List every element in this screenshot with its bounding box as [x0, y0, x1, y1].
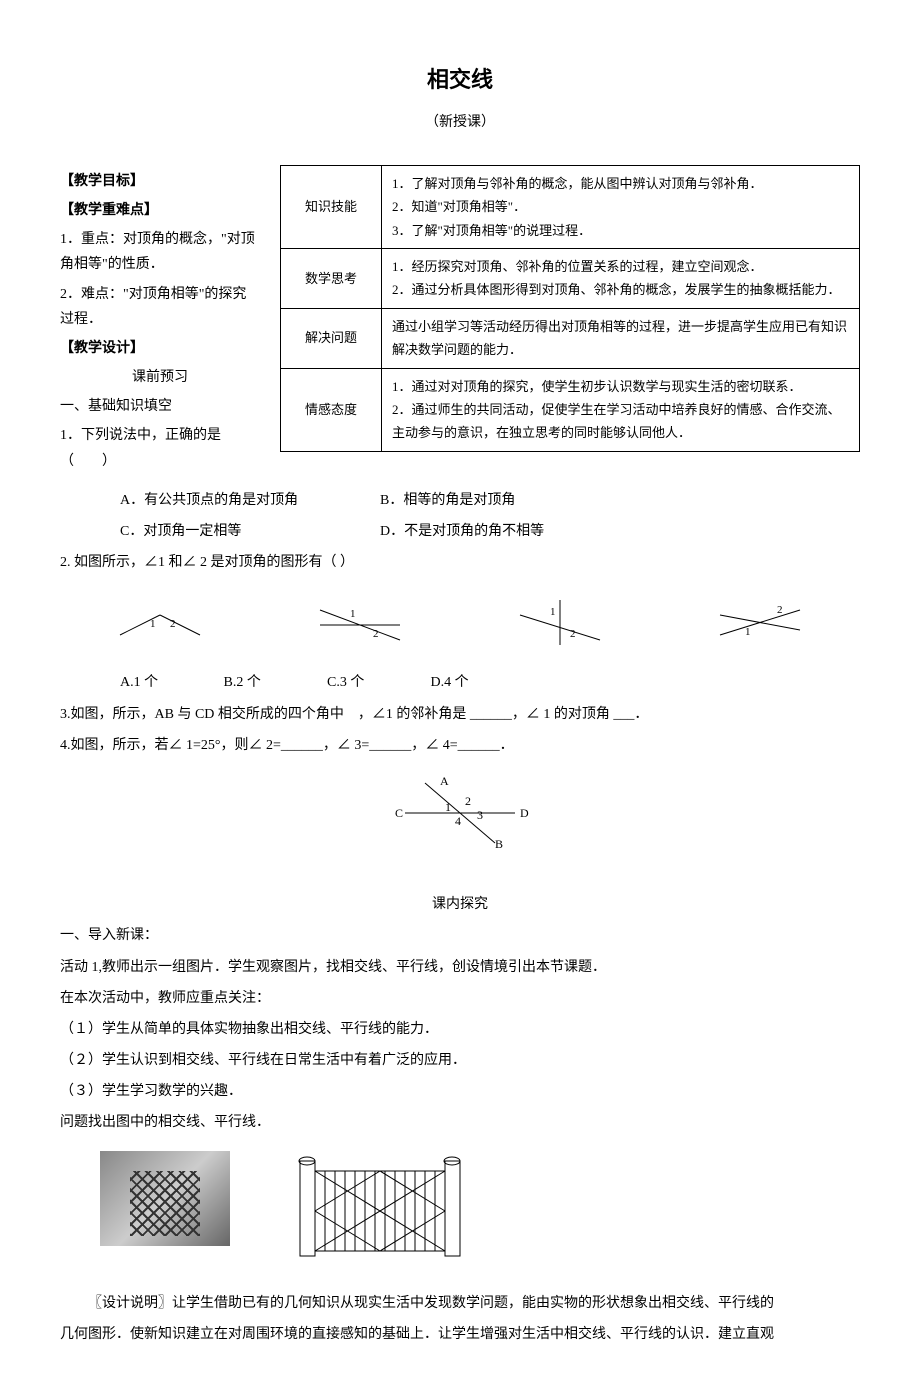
svg-text:1: 1	[445, 800, 451, 814]
svg-text:A: A	[440, 774, 449, 788]
q1-opt-c: C．对顶角一定相等	[120, 519, 380, 544]
q2-opt-c: C.3 个	[327, 670, 407, 695]
cell-label: 解决问题	[281, 308, 382, 368]
q2-fig-3: 12	[515, 595, 605, 650]
heading-keypoints: 【教学重难点】	[60, 198, 260, 223]
q1-opt-a: A．有公共顶点的角是对顶角	[120, 488, 380, 513]
cell-content: 1．了解对顶角与邻补角的概念，能从图中辨认对顶角与邻补角． 2．知道"对顶角相等…	[382, 165, 860, 248]
activity-5: （３）学生学习数学的兴趣．	[60, 1079, 860, 1104]
table-row: 知识技能 1．了解对顶角与邻补角的概念，能从图中辨认对顶角与邻补角． 2．知道"…	[281, 165, 860, 248]
example-images	[60, 1151, 860, 1261]
q2-opt-b: B.2 个	[224, 670, 304, 695]
gate-drawing	[290, 1151, 470, 1261]
table-row: 数学思考 1．经历探究对顶角、邻补角的位置关系的过程，建立空间观念． 2．通过分…	[281, 248, 860, 308]
cell-label: 知识技能	[281, 165, 382, 248]
table-row: 解决问题 通过小组学习等活动经历得出对顶角相等的过程，进一步提高学生应用已有知识…	[281, 308, 860, 368]
heading-intro: 一、导入新课：	[60, 923, 860, 948]
svg-text:D: D	[520, 806, 529, 820]
activity-4: （２）学生认识到相交线、平行线在日常生活中有着广泛的应用．	[60, 1048, 860, 1073]
cell-label: 数学思考	[281, 248, 382, 308]
activity-1: 活动 1,教师出示一组图片．学生观察图片，找相交线、平行线，创设情境引出本节课题…	[60, 955, 860, 980]
activity-2: 在本次活动中，教师应重点关注：	[60, 986, 860, 1011]
objectives-table: 知识技能 1．了解对顶角与邻补角的概念，能从图中辨认对顶角与邻补角． 2．知道"…	[280, 165, 860, 452]
body-content: A．有公共顶点的角是对顶角B．相等的角是对顶角 C．对顶角一定相等D．不是对顶角…	[60, 488, 860, 1347]
svg-text:1: 1	[350, 608, 356, 620]
svg-text:2: 2	[465, 794, 471, 808]
q4-figure: A B C D 123 4	[60, 773, 860, 862]
q1-options: A．有公共顶点的角是对顶角B．相等的角是对顶角 C．对顶角一定相等D．不是对顶角…	[60, 488, 860, 544]
subtitle: （新授课）	[60, 110, 860, 135]
q2-stem: 2. 如图所示，∠1 和∠ 2 是对顶角的图形有（ ）	[60, 550, 860, 575]
heading-objective: 【教学目标】	[60, 169, 260, 194]
q2-opt-a: A.1 个	[120, 670, 200, 695]
photo-scissor-lift	[100, 1151, 230, 1246]
top-section: 【教学目标】 【教学重难点】 1．重点：对顶角的概念，"对顶角相等"的性质． 2…	[60, 165, 860, 478]
q2-figures: 12 12 12 12	[60, 595, 860, 650]
cell-content: 1．通过对对顶角的探究，使学生初步认识数学与现实生活的密切联系． 2．通过师生的…	[382, 368, 860, 451]
q4-svg: A B C D 123 4	[385, 773, 535, 853]
svg-text:2: 2	[170, 618, 176, 630]
heading-section1: 一、基础知识填空	[60, 394, 260, 419]
svg-text:1: 1	[745, 626, 751, 638]
q2-fig-4: 12	[715, 595, 805, 650]
activity-6: 问题找出图中的相交线、平行线．	[60, 1110, 860, 1135]
svg-text:1: 1	[150, 618, 156, 630]
q1-opt-b: B．相等的角是对顶角	[380, 488, 640, 513]
design-note-1: 〖设计说明〗让学生借助已有的几何知识从现实生活中发现数学问题，能由实物的形状想象…	[60, 1291, 860, 1316]
q2-opt-d: D.4 个	[431, 670, 511, 695]
heading-design: 【教学设计】	[60, 336, 260, 361]
cell-content: 通过小组学习等活动经历得出对顶角相等的过程，进一步提高学生应用已有知识解决数学问…	[382, 308, 860, 368]
svg-text:1: 1	[550, 606, 556, 618]
svg-text:4: 4	[455, 814, 461, 828]
keypoint-2: 2．难点："对顶角相等"的探究过程．	[60, 282, 260, 332]
design-note-2: 几何图形．使新知识建立在对周围环境的直接感知的基础上．让学生增强对生活中相交线、…	[60, 1322, 860, 1347]
cell-content: 1．经历探究对顶角、邻补角的位置关系的过程，建立空间观念． 2．通过分析具体图形…	[382, 248, 860, 308]
heading-preclass: 课前预习	[60, 365, 260, 390]
activity-3: （１）学生从简单的具体实物抽象出相交线、平行线的能力．	[60, 1017, 860, 1042]
q1-opt-d: D．不是对顶角的角不相等	[380, 519, 640, 544]
q2-fig-2: 12	[315, 595, 405, 650]
q4-stem: 4.如图，所示，若∠ 1=25°，则∠ 2=______，∠ 3=______，…	[60, 733, 860, 758]
svg-text:3: 3	[477, 808, 483, 822]
table-row: 情感态度 1．通过对对顶角的探究，使学生初步认识数学与现实生活的密切联系． 2．…	[281, 368, 860, 451]
svg-text:C: C	[395, 806, 403, 820]
cell-label: 情感态度	[281, 368, 382, 451]
svg-text:2: 2	[777, 604, 783, 616]
q2-options: A.1 个 B.2 个 C.3 个 D.4 个	[60, 670, 860, 695]
heading-inclass: 课内探究	[60, 892, 860, 917]
left-column: 【教学目标】 【教学重难点】 1．重点：对顶角的概念，"对顶角相等"的性质． 2…	[60, 165, 260, 478]
svg-text:2: 2	[570, 628, 576, 640]
svg-text:B: B	[495, 837, 503, 851]
q1-stem: 1．下列说法中，正确的是（ ）	[60, 423, 260, 473]
q3-stem: 3.如图，所示，AB 与 CD 相交所成的四个角中 ，∠1 的邻补角是 ____…	[60, 702, 860, 727]
svg-text:2: 2	[373, 628, 379, 640]
q2-fig-1: 12	[115, 595, 205, 650]
keypoint-1: 1．重点：对顶角的概念，"对顶角相等"的性质．	[60, 227, 260, 277]
page-title: 相交线	[60, 60, 860, 100]
